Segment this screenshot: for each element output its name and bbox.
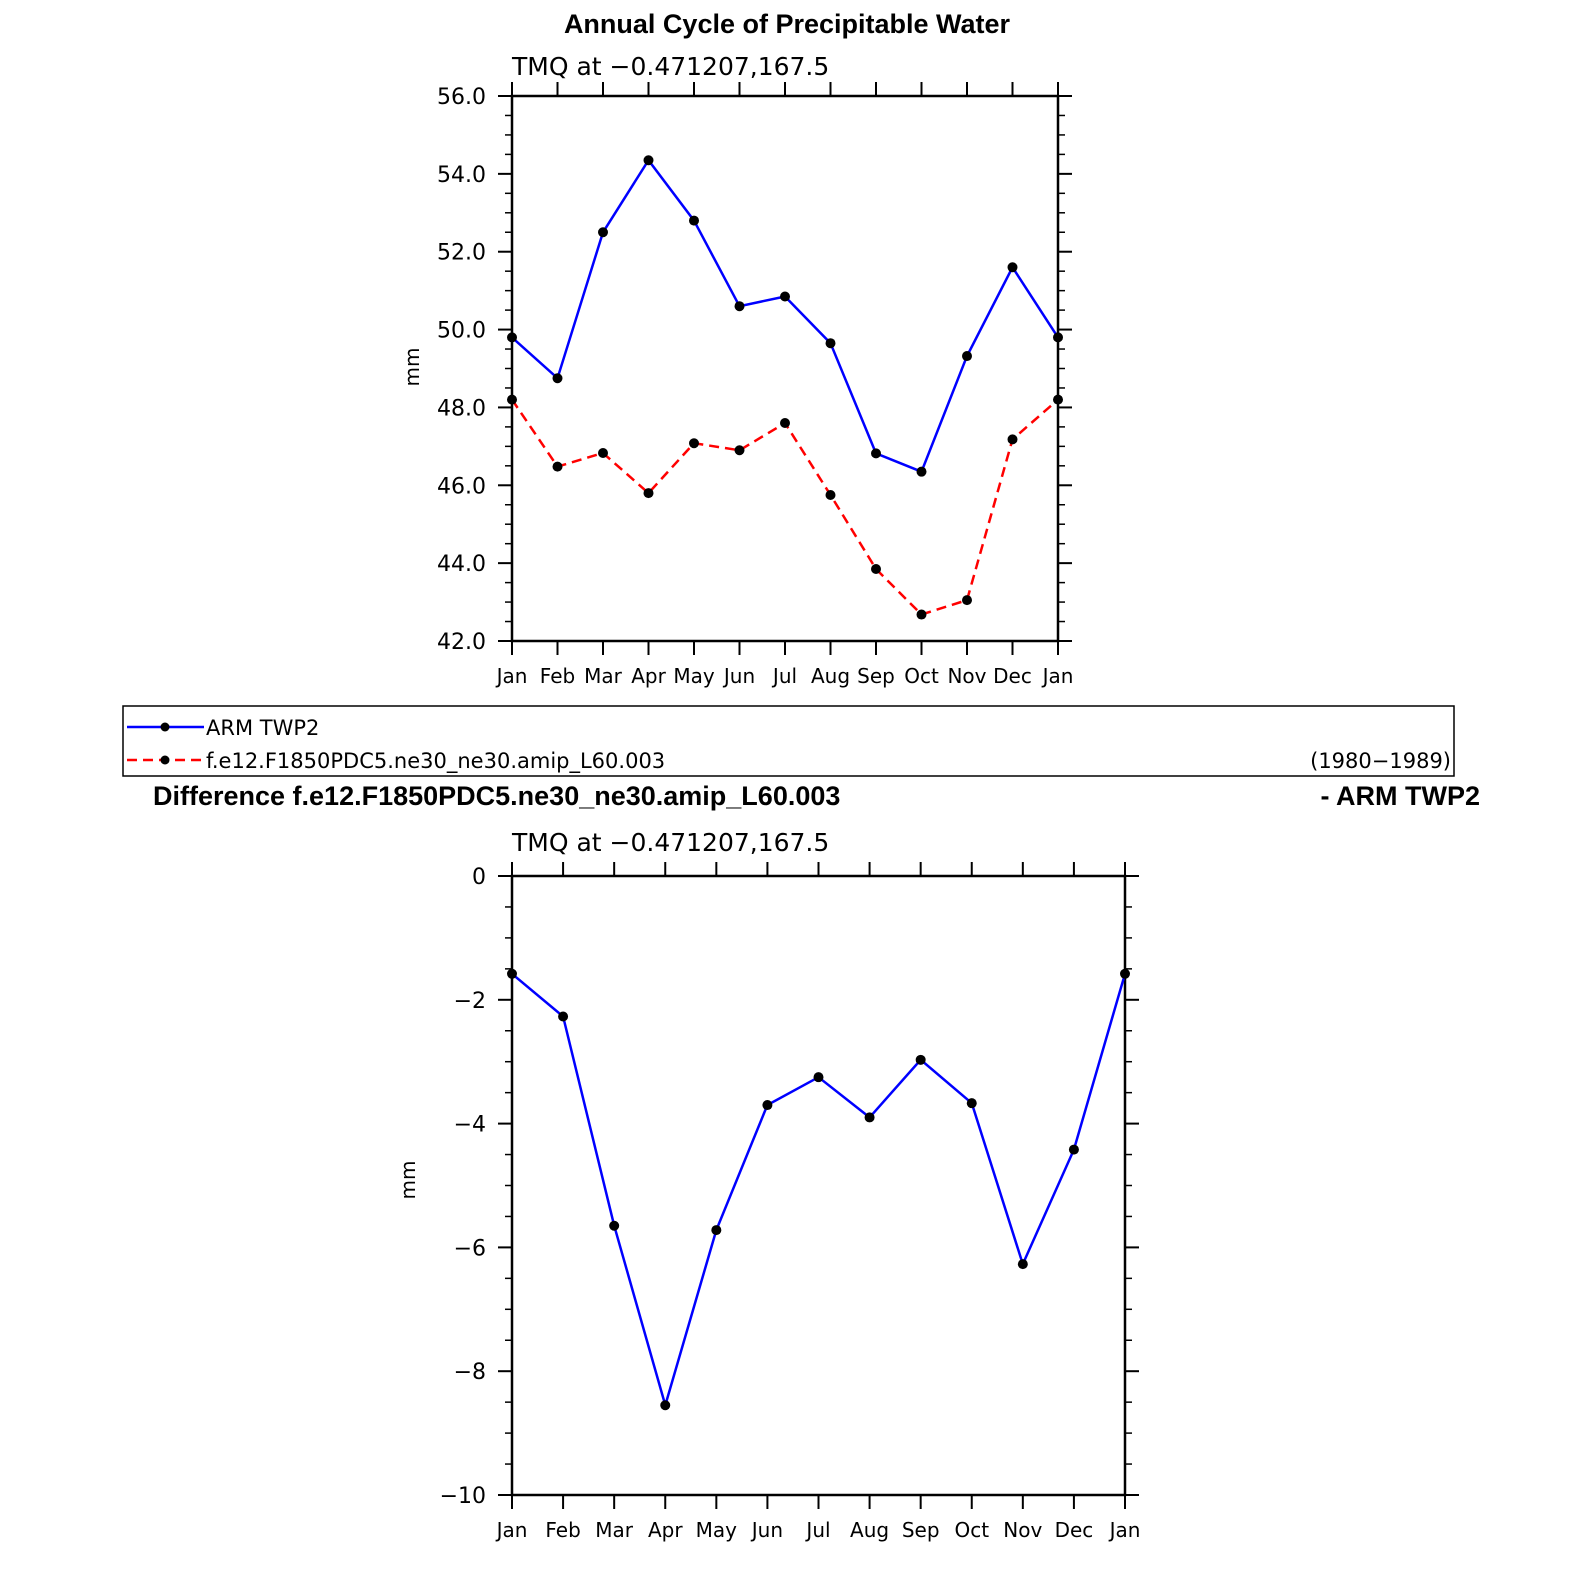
chart1-xtick-label: Sep — [902, 1518, 940, 1542]
top-chart-title: Annual Cycle of Precipitable Water — [564, 9, 1011, 39]
chart0-series-0-point — [643, 155, 654, 166]
chart0-xtick-label: Jun — [722, 664, 755, 688]
chart0-xtick-label: Apr — [631, 664, 666, 688]
legend-marker-model — [160, 755, 170, 765]
chart1-xtick-label: Jul — [804, 1518, 830, 1542]
chart0-xtick-label: Sep — [857, 664, 895, 688]
chart1-series-0-point — [813, 1072, 824, 1083]
chart0-series-0-point — [507, 332, 517, 343]
chart0-xtick-label: Oct — [904, 664, 939, 688]
chart1-series-0-line — [511, 972, 1127, 1410]
legend-entry-arm: ARM TWP2 — [206, 716, 319, 740]
chart0-xtick-label: May — [673, 664, 715, 688]
chart0-ytick-label: 54.0 — [437, 163, 486, 188]
chart1-xtick-label: Jan — [1108, 1518, 1141, 1542]
chart1-xtick-label: Oct — [954, 1518, 989, 1542]
chart0-series-1-point — [689, 438, 699, 449]
chart0-series-1-point — [507, 394, 517, 405]
chart0-ytick-label: 46.0 — [437, 474, 486, 499]
chart0-ytick-label: 42.0 — [437, 630, 486, 655]
chart1-xtick-label: Mar — [595, 1518, 634, 1542]
chart1-series-0-point — [915, 1054, 926, 1065]
top-plot-area: 56.0 54.0 52.0 50.0 48.0 46.0 44.0 42.0 Jan Feb Ma… — [437, 82, 1073, 688]
chart0-series-1-point — [643, 488, 654, 499]
chart0-series-1-point — [962, 595, 972, 606]
chart0-series-0-point — [825, 338, 836, 349]
chart0-xtick-label: Dec — [993, 664, 1032, 688]
chart1-series-0-point — [966, 1098, 977, 1109]
chart0-ytick-label: 56.0 — [437, 85, 486, 110]
top-chart-subtitle: TMQ at −0.471207,167.5 — [511, 52, 829, 81]
legend-entry-model: f.e12.F1850PDC5.ne30_ne30.amip_L60.003 — [206, 749, 665, 774]
chart1-series-0-point — [558, 1011, 569, 1022]
chart0-xtick-label: Jul — [771, 664, 797, 688]
bottom-chart-title-left: Difference f.e12.F1850PDC5.ne30_ne30.ami… — [153, 781, 840, 811]
top-chart-ylabel: mm — [400, 348, 424, 387]
chart0-series-0-point — [780, 291, 790, 302]
chart0-xtick-label: Nov — [947, 664, 986, 688]
chart0-series-1-point — [734, 445, 745, 456]
chart0-ytick-label: 48.0 — [437, 396, 486, 421]
chart0-series-1-point — [825, 490, 836, 501]
chart0-ytick-label: 44.0 — [437, 552, 486, 577]
chart1-ytick-label: −10 — [440, 1484, 486, 1509]
bottom-chart-title-right: - ARM TWP2 — [1321, 781, 1480, 811]
chart0-series-0-point — [1053, 332, 1063, 343]
chart0-ytick-label: 50.0 — [437, 319, 486, 344]
chart0-series-0-point — [552, 373, 563, 384]
chart1-ytick-label: −6 — [454, 1236, 486, 1261]
chart0-series-0-point — [871, 448, 881, 459]
chart1-series-0-point — [660, 1400, 671, 1411]
chart1-series-0-point — [507, 968, 517, 979]
chart0-series-1-point — [871, 563, 881, 574]
chart1-ytick-label: −8 — [454, 1360, 486, 1385]
chart0-plot-frame — [510, 94, 1060, 643]
chart1-xtick-label: Jun — [750, 1518, 783, 1542]
chart0-series-0-point — [962, 351, 972, 362]
bottom-chart-subtitle: TMQ at −0.471207,167.5 — [511, 828, 829, 857]
chart1-series-0-point — [711, 1225, 722, 1236]
chart1-series-0-point — [762, 1100, 773, 1111]
chart0-series-1-point — [1007, 434, 1018, 445]
legend-box — [122, 705, 1455, 777]
chart0-xtick-label: Mar — [584, 664, 623, 688]
chart1-series-0-point — [1017, 1259, 1028, 1270]
chart0-series-1-line — [510, 398, 1059, 616]
bottom-plot-area: 0 −2 −4 −6 −8 −10 Jan Feb Mar Apr May Jun Jul Aug Sep O… — [440, 862, 1141, 1542]
chart0-series-0-point — [734, 301, 745, 312]
chart1-xtick-label: Feb — [545, 1518, 580, 1542]
chart1-series-0-point — [609, 1220, 620, 1231]
chart0-xtick-label: Feb — [540, 664, 575, 688]
chart0-xtick-label: Jan — [495, 664, 528, 688]
legend: ARM TWP2 f.e12.F1850PDC5.ne30_ne30.amip_… — [122, 705, 1455, 777]
chart0-xtick-label: Aug — [811, 664, 850, 688]
chart1-ytick-label: −2 — [454, 989, 486, 1014]
chart1-series-0-point — [864, 1112, 875, 1123]
chart0-series-1-point — [1053, 394, 1063, 405]
chart1-xtick-label: Aug — [850, 1518, 889, 1542]
chart0-series-1-point — [916, 609, 927, 620]
chart1-xtick-label: May — [696, 1518, 738, 1542]
chart0-series-0-point — [1007, 262, 1018, 273]
chart1-series-0-point — [1120, 968, 1130, 979]
chart0-series-1-point — [780, 418, 790, 428]
chart1-xtick-label: Jan — [495, 1518, 528, 1542]
chart0-series-1-point — [598, 447, 608, 458]
bottom-chart-ylabel: mm — [396, 1161, 420, 1200]
chart1-xtick-label: Apr — [648, 1518, 683, 1542]
legend-period: (1980−1989) — [1310, 749, 1451, 773]
chart0-xtick-label: Jan — [1041, 664, 1074, 688]
chart0-series-0-point — [689, 215, 699, 226]
legend-marker-arm — [160, 722, 170, 732]
chart0-series-1-point — [552, 461, 563, 472]
chart0-series-0-point — [916, 466, 927, 477]
chart0-ytick-label: 52.0 — [437, 241, 486, 266]
chart1-xtick-label: Nov — [1003, 1518, 1042, 1542]
chart1-ytick-label: −4 — [454, 1113, 486, 1138]
chart1-ytick-label: 0 — [472, 865, 486, 890]
chart1-xtick-label: Dec — [1055, 1518, 1094, 1542]
chart0-series-0-point — [598, 227, 608, 238]
chart1-series-0-point — [1068, 1144, 1079, 1155]
